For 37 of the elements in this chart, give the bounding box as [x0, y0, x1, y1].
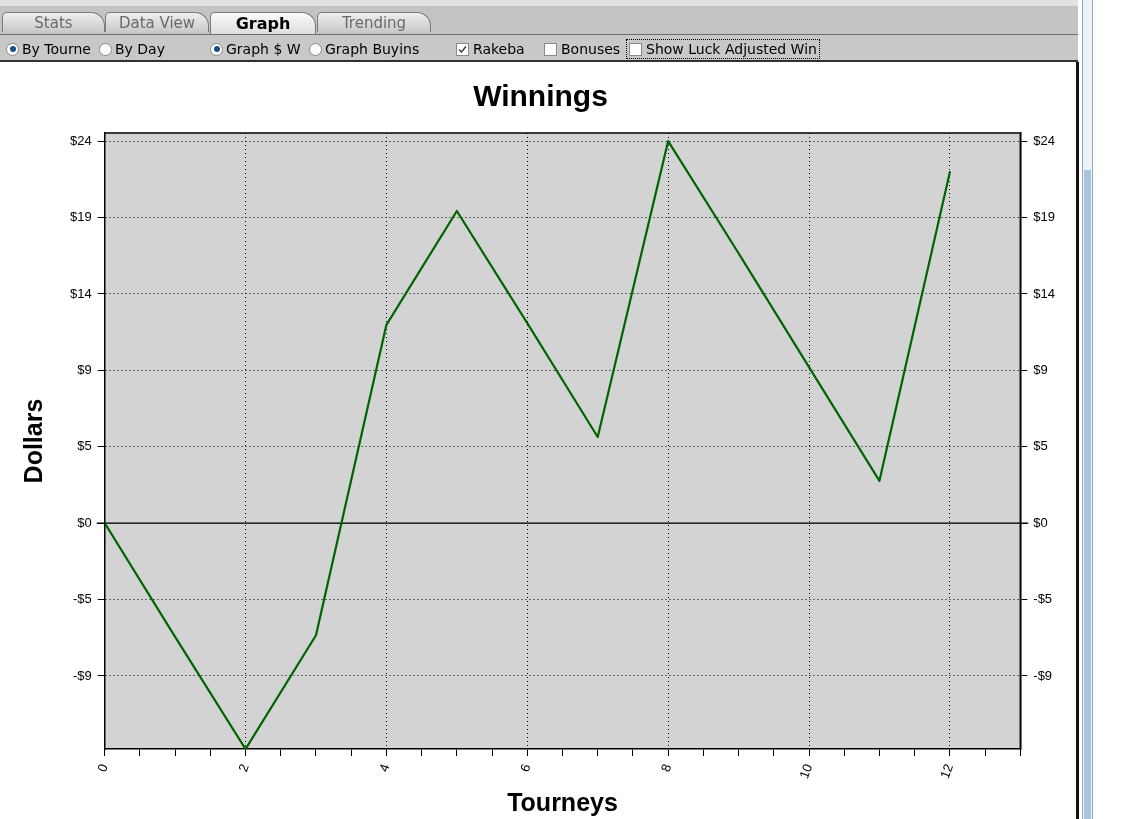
y-tick-label: $19 — [69, 209, 92, 225]
y2-tick-label: $14 — [1033, 285, 1056, 301]
text: By Tourne — [22, 41, 91, 57]
y-tick-label: $9 — [77, 361, 92, 377]
y2-tick-label: -$9 — [1033, 667, 1053, 683]
y2-tick-label: $19 — [1033, 209, 1056, 225]
tab: Stats — [2, 12, 105, 32]
x-tick-label: 8 — [657, 761, 675, 774]
text: Bonuses — [561, 41, 621, 57]
x-tick-label: 6 — [516, 761, 534, 774]
y-tick-label: $0 — [77, 514, 92, 530]
y2-tick-label: $0 — [1033, 514, 1048, 530]
tab: Trending — [317, 12, 431, 32]
text: By Day — [115, 41, 165, 57]
text: Graph Buyins — [325, 41, 420, 57]
x-tick-label: 0 — [94, 761, 111, 774]
y2-tick-label: $9 — [1033, 361, 1048, 377]
text: Show Luck Adjusted Win — [646, 41, 817, 57]
y-tick-label: $24 — [69, 132, 92, 148]
y-tick-label: $14 — [69, 285, 92, 301]
x-tick-label: 2 — [235, 761, 252, 774]
y-tick-label: -$5 — [72, 591, 92, 607]
y-tick-label: -$9 — [72, 667, 92, 683]
x-axis-title: Tourneys — [507, 787, 618, 816]
tab: Data View — [105, 12, 209, 32]
x-tick-label: 10 — [796, 761, 816, 781]
y2-tick-label: $5 — [1033, 438, 1048, 454]
text: Rakeba — [473, 41, 525, 57]
y-axis-title: Dollars — [18, 398, 47, 484]
chart-title: Winnings — [473, 79, 608, 113]
x-tick-label: 12 — [937, 761, 957, 781]
y2-tick-label: $24 — [1033, 132, 1056, 148]
y2-tick-label: -$5 — [1033, 591, 1053, 607]
x-tick-label: 4 — [376, 761, 393, 774]
text: Graph $ W — [226, 41, 301, 57]
y-tick-label: $5 — [77, 438, 92, 454]
tab: Graph — [210, 12, 316, 34]
